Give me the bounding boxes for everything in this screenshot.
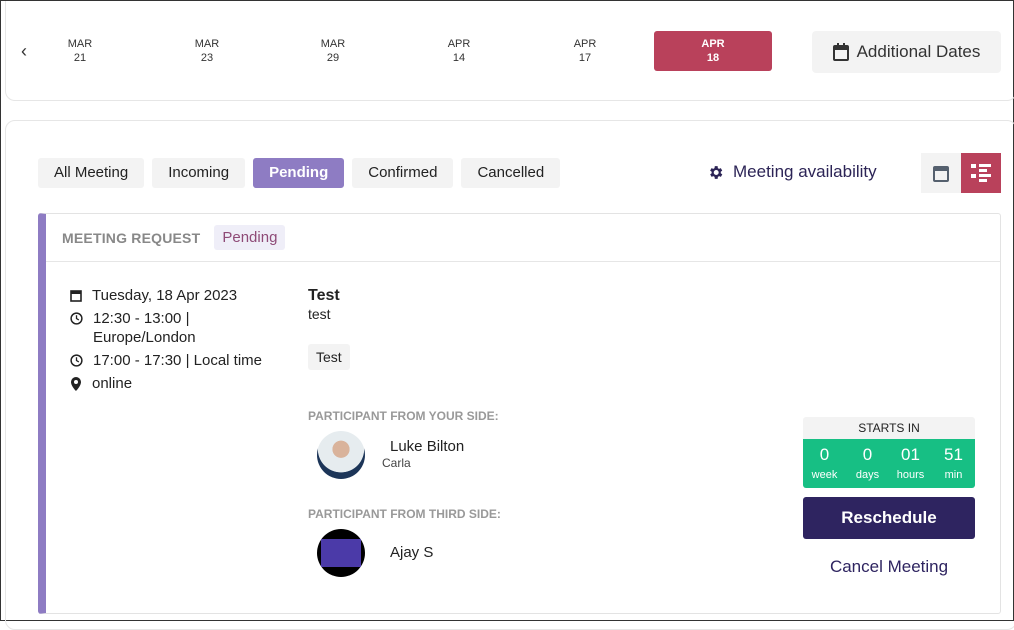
countdown-min: 51 min <box>932 439 975 488</box>
meeting-timezone: Europe/London <box>93 329 196 346</box>
date-option[interactable]: MAR 23 <box>148 31 266 71</box>
tab-confirmed[interactable]: Confirmed <box>352 158 454 188</box>
countdown-days: 0 days <box>846 439 889 488</box>
participant-name: Luke Bilton <box>390 438 465 455</box>
date-option[interactable]: MAR 29 <box>274 31 392 71</box>
date-month: APR <box>701 38 725 50</box>
meeting-tag: Test <box>308 344 350 370</box>
date-month: APR <box>447 38 471 50</box>
clock-icon <box>70 312 83 325</box>
meeting-availability-label: Meeting availability <box>733 162 877 181</box>
tab-cancelled[interactable]: Cancelled <box>461 158 561 188</box>
countdown: STARTS IN 0 week 0 days 01 hours 51 min <box>803 417 975 488</box>
your-side-label: PARTICIPANT FROM YOUR SIDE: <box>308 409 499 423</box>
date-option[interactable]: APR 14 <box>400 31 518 71</box>
countdown-week: 0 week <box>803 439 846 488</box>
calendar-icon <box>832 43 849 61</box>
participant-company: Carla <box>382 456 411 470</box>
participant-name: Ajay S <box>390 544 434 561</box>
status-tabs: All Meeting Incoming Pending Confirmed Cance… <box>38 158 561 188</box>
countdown-hours: 01 hours <box>889 439 932 488</box>
meeting-title: Test <box>308 287 340 304</box>
additional-dates-button[interactable]: Additional Dates <box>812 31 1001 73</box>
cancel-meeting-link[interactable]: Cancel Meeting <box>829 557 949 576</box>
gear-icon <box>710 165 723 179</box>
date-month: MAR <box>194 38 220 50</box>
date-strip <box>5 1 1014 101</box>
list-view-button[interactable] <box>961 153 1001 193</box>
countdown-value: 51 <box>944 445 963 464</box>
chevron-left-icon[interactable]: ‹ <box>21 41 27 61</box>
local-time: 17:00 - 17:30 | Local time <box>93 352 262 369</box>
avatar <box>317 529 365 577</box>
meeting-time: 12:30 - 13:00 | <box>93 310 190 327</box>
calendar-view-button[interactable] <box>921 153 961 193</box>
meeting-description: test <box>308 306 331 322</box>
countdown-value: 0 <box>819 445 830 464</box>
date-day: 14 <box>452 52 466 64</box>
countdown-unit: days <box>855 469 880 481</box>
countdown-value: 0 <box>862 445 873 464</box>
meeting-location: online <box>92 375 133 392</box>
list-icon <box>971 164 991 182</box>
countdown-unit: week <box>811 469 838 481</box>
reschedule-button[interactable]: Reschedule <box>803 497 975 539</box>
meeting-card: MEETING REQUEST Pending Tuesday, 18 Apr … <box>38 213 1001 614</box>
date-day: 29 <box>326 52 340 64</box>
countdown-value: 01 <box>901 445 920 464</box>
status-badge: Pending <box>214 225 286 250</box>
tab-all-meeting[interactable]: All Meeting <box>38 158 145 188</box>
date-option[interactable]: APR 17 <box>526 31 644 71</box>
date-option[interactable]: APR 18 <box>654 31 772 71</box>
date-month: APR <box>573 38 597 50</box>
date-month: MAR <box>320 38 346 50</box>
starts-in-label: STARTS IN <box>803 417 975 439</box>
avatar <box>317 431 365 479</box>
meeting-type: MEETING REQUEST <box>62 229 201 246</box>
calendar-icon <box>70 290 82 302</box>
location-pin-icon <box>71 377 81 391</box>
additional-dates-label: Additional Dates <box>856 42 981 61</box>
clock-icon <box>70 354 83 367</box>
date-day: 21 <box>73 52 87 64</box>
date-month: MAR <box>67 38 93 50</box>
countdown-unit: hours <box>896 469 925 481</box>
date-day: 23 <box>200 52 214 64</box>
date-day: 18 <box>706 52 720 64</box>
meeting-availability-link[interactable]: Meeting availability <box>707 162 877 182</box>
date-option[interactable]: MAR 21 <box>21 31 139 71</box>
countdown-unit: min <box>944 469 963 481</box>
date-day: 17 <box>578 52 592 64</box>
meeting-date: Tuesday, 18 Apr 2023 <box>92 287 238 304</box>
calendar-icon <box>933 166 949 182</box>
tab-pending[interactable]: Pending <box>253 158 345 188</box>
tab-incoming[interactable]: Incoming <box>152 158 246 188</box>
third-side-label: PARTICIPANT FROM THIRD SIDE: <box>308 507 501 521</box>
